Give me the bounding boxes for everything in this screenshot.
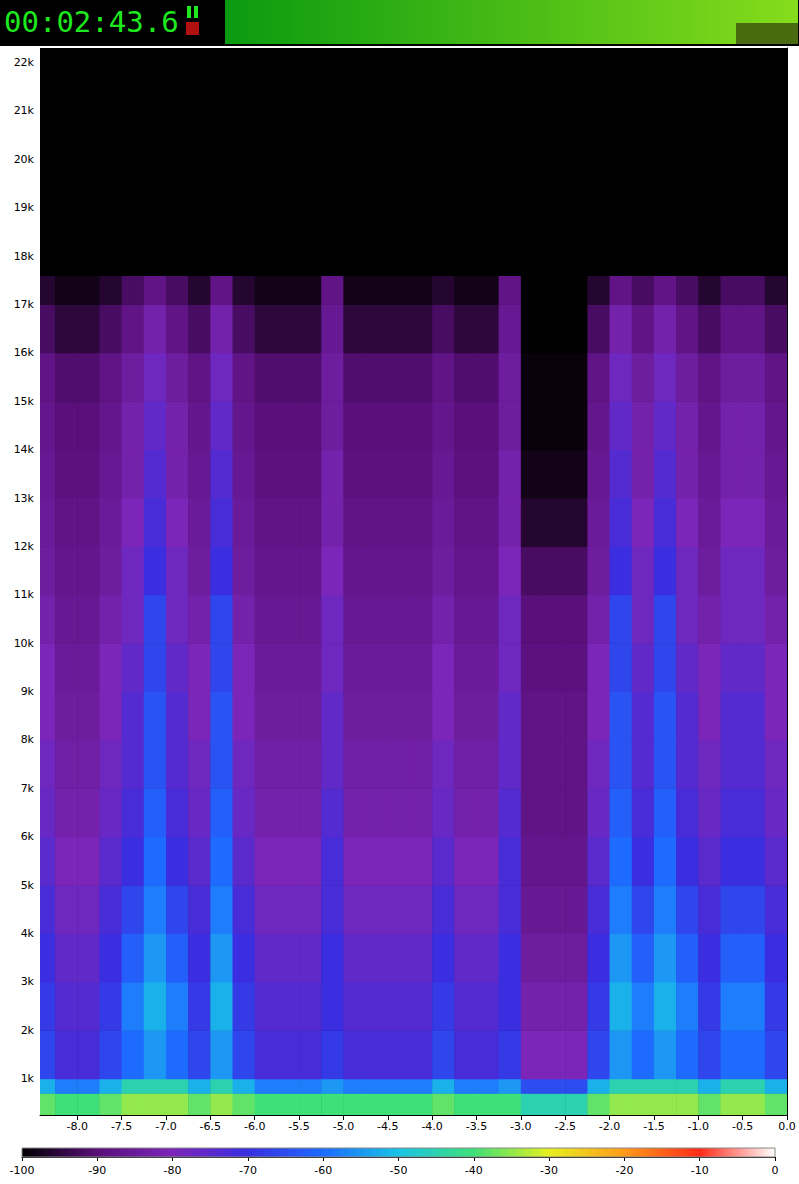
svg-text:4k: 4k — [21, 927, 35, 940]
svg-text:-6.0: -6.0 — [244, 1120, 265, 1133]
svg-text:-4.0: -4.0 — [421, 1120, 442, 1133]
svg-text:19k: 19k — [14, 201, 35, 214]
svg-text:10k: 10k — [14, 637, 35, 650]
svg-text:12k: 12k — [14, 540, 35, 553]
svg-text:-40: -40 — [465, 1164, 483, 1177]
svg-text:-3.0: -3.0 — [510, 1120, 531, 1133]
svg-text:-60: -60 — [314, 1164, 332, 1177]
svg-text:17k: 17k — [14, 298, 35, 311]
svg-text:-1.0: -1.0 — [688, 1120, 709, 1133]
svg-text:22k: 22k — [14, 56, 35, 69]
svg-text:-90: -90 — [88, 1164, 106, 1177]
svg-text:5k: 5k — [21, 879, 35, 892]
svg-text:-2.0: -2.0 — [599, 1120, 620, 1133]
svg-text:-3.5: -3.5 — [466, 1120, 487, 1133]
svg-text:-8.0: -8.0 — [67, 1120, 88, 1133]
svg-text:16k: 16k — [14, 346, 35, 359]
svg-text:13k: 13k — [14, 492, 35, 505]
svg-text:8k: 8k — [21, 733, 35, 746]
svg-text:-80: -80 — [164, 1164, 182, 1177]
svg-text:3k: 3k — [21, 975, 35, 988]
svg-text:0.0: 0.0 — [778, 1120, 796, 1133]
svg-text:-100: -100 — [10, 1164, 35, 1177]
svg-text:18k: 18k — [14, 250, 35, 263]
svg-text:-4.5: -4.5 — [377, 1120, 398, 1133]
svg-text:0: 0 — [772, 1164, 779, 1177]
svg-text:-6.5: -6.5 — [200, 1120, 221, 1133]
svg-text:-5.0: -5.0 — [333, 1120, 354, 1133]
svg-text:-30: -30 — [540, 1164, 558, 1177]
svg-text:11k: 11k — [14, 588, 35, 601]
svg-text:-7.5: -7.5 — [111, 1120, 132, 1133]
svg-text:-50: -50 — [390, 1164, 408, 1177]
svg-text:14k: 14k — [14, 443, 35, 456]
svg-text:-7.0: -7.0 — [155, 1120, 176, 1133]
svg-text:6k: 6k — [21, 830, 35, 843]
svg-text:-20: -20 — [615, 1164, 633, 1177]
html-text:00:02:43.6: 00:02:43.6 — [4, 5, 179, 39]
svg-text:-1.5: -1.5 — [643, 1120, 664, 1133]
svg-text:15k: 15k — [14, 395, 35, 408]
svg-text:2k: 2k — [21, 1024, 35, 1037]
svg-text:-0.5: -0.5 — [732, 1120, 753, 1133]
svg-text:-5.5: -5.5 — [288, 1120, 309, 1133]
svg-text:-70: -70 — [239, 1164, 257, 1177]
svg-text:-2.5: -2.5 — [554, 1120, 575, 1133]
svg-text:9k: 9k — [21, 685, 35, 698]
svg-text:1k: 1k — [21, 1072, 35, 1085]
svg-text:-10: -10 — [691, 1164, 709, 1177]
svg-text:7k: 7k — [21, 782, 35, 795]
svg-text:20k: 20k — [14, 153, 35, 166]
svg-text:21k: 21k — [14, 104, 35, 117]
